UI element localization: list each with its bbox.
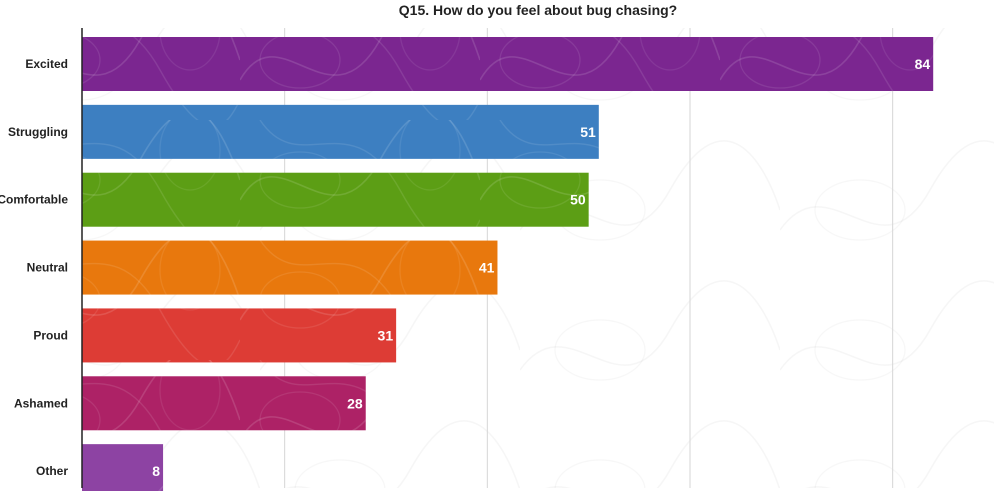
- value-label-ashamed: 28: [347, 395, 363, 411]
- chart-title: Q15. How do you feel about bug chasing?: [399, 2, 677, 18]
- bar-texture-excited: [82, 37, 934, 91]
- category-label-struggling: Struggling: [8, 125, 68, 139]
- bar-texture-ashamed: [82, 376, 366, 431]
- bar-texture-proud: [82, 308, 397, 363]
- category-label-excited: Excited: [25, 57, 68, 71]
- value-label-excited: 84: [915, 56, 931, 72]
- bar-texture-other: [82, 444, 164, 491]
- category-label-other: Other: [36, 464, 68, 478]
- category-label-comfortable: Comfortable: [0, 193, 68, 207]
- bars: Excited 84 Struggling 51 Comfortable 50 Neutra…: [0, 37, 934, 491]
- category-label-ashamed: Ashamed: [14, 396, 68, 410]
- category-label-proud: Proud: [33, 328, 68, 342]
- bar-texture-struggling: [82, 104, 599, 159]
- value-label-neutral: 41: [479, 260, 495, 276]
- bar-texture-comfortable: [82, 172, 589, 227]
- category-label-neutral: Neutral: [27, 261, 68, 275]
- value-label-proud: 31: [378, 327, 394, 343]
- bar-texture-neutral: [82, 240, 498, 295]
- value-label-comfortable: 50: [570, 192, 586, 208]
- value-label-other: 8: [152, 463, 160, 479]
- value-label-struggling: 51: [580, 124, 596, 140]
